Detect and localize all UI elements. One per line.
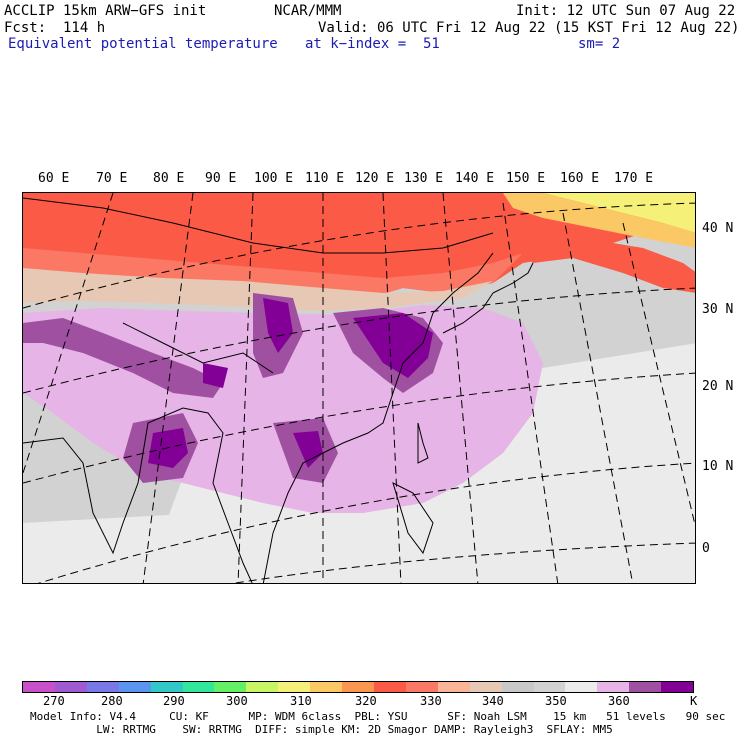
lon-label: 130 E (404, 171, 444, 186)
colorbar-unit: K (690, 694, 698, 708)
colorbar-swatch (661, 682, 694, 692)
lat-label: 20 N (702, 379, 734, 394)
model-info-line1: Model Info: V4.4 CU: KF MP: WDM 6class P… (30, 710, 726, 723)
lat-label: 0 (702, 541, 710, 556)
lon-label: 160 E (560, 171, 600, 186)
colorbar-swatch (469, 682, 502, 692)
lon-label: 120 E (355, 171, 395, 186)
lon-label: 110 E (305, 171, 345, 186)
init-time: Init: 12 UTC Sun 07 Aug 22 (516, 3, 736, 19)
lon-label: 170 E (614, 171, 654, 186)
lat-label: 40 N (702, 221, 734, 236)
colorbar-swatch (533, 682, 566, 692)
colorbar-tick-label: 290 (163, 694, 185, 708)
lat-label: 30 N (702, 302, 734, 317)
colorbar-tick-label: 320 (355, 694, 377, 708)
lon-label: 80 E (153, 171, 185, 186)
forecast-hour: Fcst: 114 h (4, 20, 106, 36)
lon-label: 100 E (254, 171, 294, 186)
valid-time: Valid: 06 UTC Fri 12 Aug 22 (15 KST Fri … (318, 20, 740, 36)
lon-label: 70 E (96, 171, 128, 186)
colorbar-swatch (501, 682, 534, 692)
colorbar-tick-label: 360 (608, 694, 630, 708)
colorbar-tick-label: 330 (420, 694, 442, 708)
colorbar-tick-label: 270 (43, 694, 65, 708)
colorbar-swatch (629, 682, 662, 692)
colorbar-swatch (150, 682, 183, 692)
colorbar-tick-label: 310 (290, 694, 312, 708)
colorbar-swatch (214, 682, 247, 692)
lon-label: 60 E (38, 171, 70, 186)
lon-label: 90 E (205, 171, 237, 186)
colorbar-swatch (246, 682, 279, 692)
colorbar-swatch (405, 682, 438, 692)
colorbar-tick-label: 300 (226, 694, 248, 708)
model-info-line2: LW: RRTMG SW: RRTMG DIFF: simple KM: 2D … (30, 723, 613, 736)
colorbar-tick-label: 350 (545, 694, 567, 708)
colorbar-swatch (54, 682, 87, 692)
smoothing-label: sm= 2 (578, 36, 621, 52)
level-label: at k−index = 51 (305, 36, 440, 52)
colorbar-swatch (182, 682, 215, 692)
colorbar-swatch (373, 682, 406, 692)
lon-label: 140 E (455, 171, 495, 186)
colorbar-swatch (278, 682, 311, 692)
colorbar-swatch (86, 682, 119, 692)
lon-label: 150 E (506, 171, 546, 186)
colorbar-swatch (342, 682, 374, 692)
center-label: NCAR/MMM (274, 3, 342, 19)
colorbar-swatch (565, 682, 598, 692)
field-name: Equivalent potential temperature (8, 36, 278, 52)
colorbar (22, 681, 694, 693)
colorbar-swatch (23, 682, 55, 692)
colorbar-tick-label: 280 (101, 694, 123, 708)
colorbar-swatch (118, 682, 151, 692)
colorbar-swatch (310, 682, 343, 692)
colorbar-tick-label: 340 (482, 694, 504, 708)
theta-e-map (22, 192, 696, 584)
lat-label: 10 N (702, 459, 734, 474)
colorbar-swatch (597, 682, 630, 692)
colorbar-swatch (437, 682, 470, 692)
model-title: ACCLIP 15km ARW−GFS init (4, 3, 207, 19)
